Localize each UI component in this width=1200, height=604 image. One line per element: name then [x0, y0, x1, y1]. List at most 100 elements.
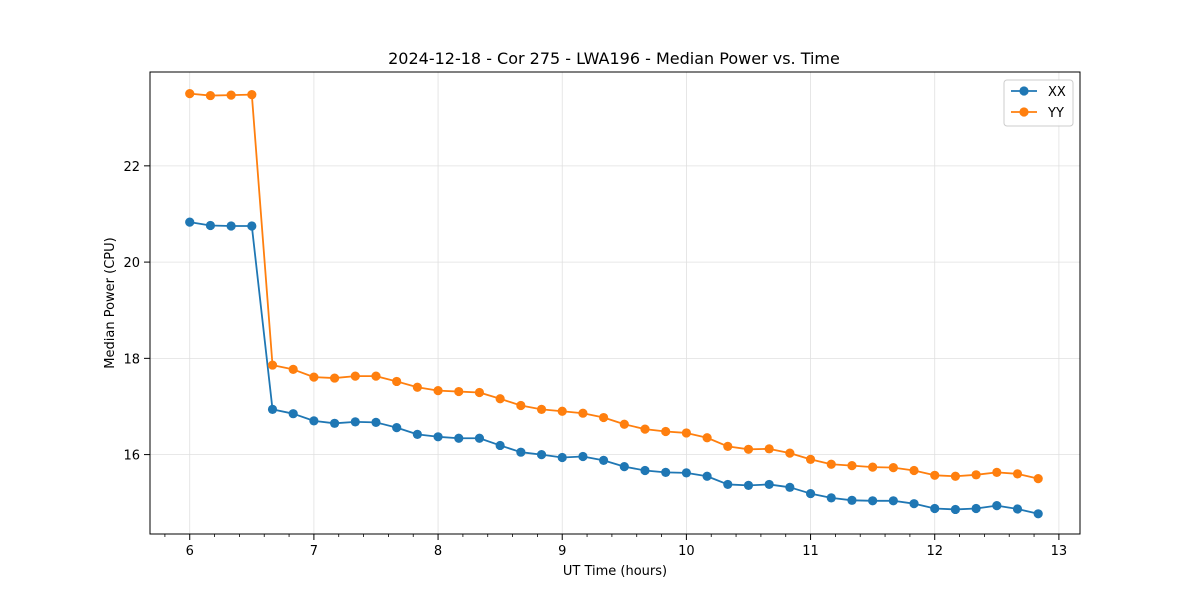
data-point-xx — [474, 433, 485, 443]
data-point-yy — [661, 426, 671, 437]
data-point-xx — [309, 416, 319, 426]
data-point-yy — [392, 376, 402, 387]
data-point-xx — [992, 501, 1002, 511]
legend-label-xx: XX — [1048, 85, 1066, 100]
legend-item-xx: XX — [1011, 85, 1066, 100]
x-axis-label: UT Time (hours) — [563, 564, 667, 579]
legend-label-yy: YY — [1047, 106, 1064, 121]
data-point-xx — [971, 503, 981, 514]
data-point-xx — [723, 479, 733, 490]
data-point-yy — [764, 444, 774, 454]
data-point-yy — [805, 454, 816, 465]
data-point-yy — [205, 90, 216, 101]
data-point-xx — [454, 433, 464, 443]
data-point-xx — [826, 493, 836, 503]
data-point-xx — [557, 452, 567, 463]
data-point-yy — [516, 400, 526, 411]
data-point-xx — [888, 496, 898, 506]
data-point-yy — [330, 373, 340, 383]
data-point-yy — [743, 444, 754, 454]
data-point-yy — [474, 387, 485, 398]
data-point-xx — [578, 451, 588, 462]
y-tick-label: 20 — [123, 256, 140, 271]
data-point-xx — [930, 503, 940, 514]
data-point-xx — [868, 496, 878, 506]
data-point-xx — [619, 462, 629, 472]
data-point-yy — [1033, 474, 1043, 484]
legend-marker-yy — [1019, 107, 1029, 117]
data-point-xx — [392, 423, 402, 433]
legend-items: XX YY — [1011, 85, 1066, 121]
data-point-xx — [185, 217, 195, 227]
x-tick-label: 7 — [310, 544, 318, 559]
data-point-yy — [454, 386, 464, 397]
data-point-yy — [185, 89, 195, 99]
y-tick-label: 16 — [123, 449, 140, 464]
x-tick-label: 6 — [186, 544, 194, 559]
y-axis-label: Median Power (CPU) — [103, 237, 118, 368]
x-tick-label: 9 — [558, 544, 566, 559]
data-point-yy — [412, 382, 422, 392]
data-point-xx — [1033, 509, 1043, 519]
data-point-xx — [743, 480, 754, 490]
x-tick-label: 12 — [926, 544, 943, 559]
x-tick-label: 11 — [802, 544, 819, 559]
legend-marker-xx — [1019, 86, 1029, 96]
y-tick-label: 18 — [123, 352, 140, 367]
data-point-yy — [640, 424, 650, 434]
data-point-yy — [536, 404, 547, 414]
data-point-xx — [350, 417, 360, 427]
data-point-xx — [805, 488, 816, 499]
data-point-yy — [578, 408, 588, 418]
chart-title: 2024-12-18 - Cor 275 - LWA196 - Median P… — [388, 49, 840, 68]
data-point-yy — [557, 406, 567, 416]
data-point-yy — [971, 470, 981, 480]
data-point-xx — [599, 455, 609, 465]
data-point-yy — [702, 433, 712, 443]
data-point-xx — [536, 449, 547, 460]
data-point-yy — [847, 461, 857, 471]
data-point-xx — [288, 409, 298, 419]
data-point-yy — [619, 419, 629, 429]
data-point-xx — [1012, 504, 1023, 514]
data-point-yy — [495, 394, 505, 404]
x-tick-label: 10 — [678, 544, 695, 559]
data-point-yy — [681, 428, 692, 438]
data-point-yy — [288, 364, 298, 375]
data-point-yy — [826, 459, 836, 469]
grid — [150, 72, 1080, 534]
data-point-yy — [888, 462, 898, 473]
data-point-xx — [681, 468, 692, 478]
x-tick-label: 8 — [434, 544, 442, 559]
axes: 6 7 8 9 10 11 12 13 16 18 20 22 — [123, 160, 1067, 559]
legend: XX YY — [1003, 79, 1074, 127]
data-point-xx — [495, 440, 505, 451]
data-point-yy — [247, 90, 257, 100]
data-point-yy — [267, 360, 278, 370]
data-point-xx — [516, 447, 526, 457]
data-point-xx — [412, 429, 422, 439]
data-point-xx — [640, 465, 650, 476]
data-point-yy — [309, 372, 319, 382]
data-point-xx — [785, 482, 795, 492]
data-point-xx — [764, 479, 774, 490]
data-point-xx — [909, 499, 919, 509]
data-point-yy — [371, 371, 381, 381]
data-point-yy — [226, 90, 236, 100]
data-point-yy — [950, 471, 961, 481]
data-point-xx — [950, 504, 961, 515]
data-point-yy — [909, 465, 919, 476]
data-point-yy — [1012, 469, 1023, 479]
data-point-yy — [433, 385, 443, 396]
data-point-xx — [661, 467, 671, 477]
data-point-yy — [930, 470, 940, 480]
data-point-xx — [371, 417, 381, 427]
data-point-yy — [723, 441, 733, 452]
data-point-xx — [267, 404, 278, 414]
series-xx — [185, 217, 1043, 519]
data-point-yy — [868, 462, 878, 472]
data-point-yy — [785, 448, 795, 458]
